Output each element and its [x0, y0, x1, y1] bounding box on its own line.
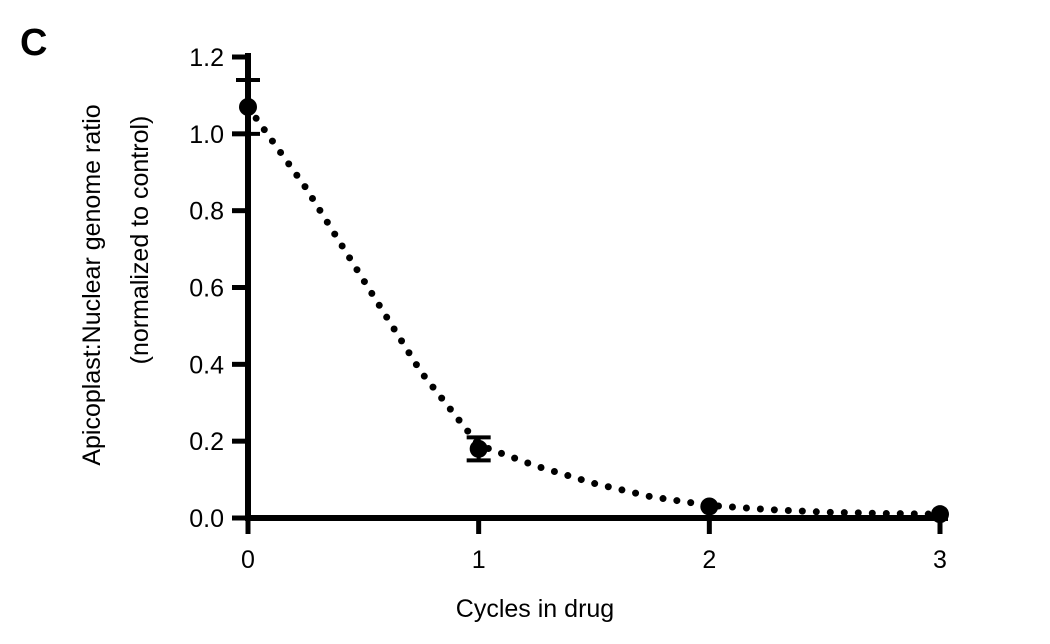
- data-point: [931, 505, 949, 524]
- series-line: [244, 103, 944, 518]
- plot-area: 0.0 0.2 0.4 0.6 0.8 1.0 1.2 0 1 2 3: [189, 44, 949, 574]
- x-tick-label: 0: [241, 546, 255, 574]
- y-tick-label: 0.0: [189, 505, 224, 533]
- y-axis-title-line-2: (normalized to control): [126, 116, 154, 365]
- x-tick-label: 2: [702, 546, 716, 574]
- y-tick-label: 0.2: [189, 428, 224, 456]
- y-tick-label: 0.8: [189, 198, 224, 226]
- data-point: [239, 97, 257, 116]
- data-point: [700, 497, 719, 516]
- panel-label: C: [20, 22, 47, 64]
- x-tick-label: 1: [472, 546, 486, 574]
- y-axis-title: Apicoplast:Nuclear genome ratio (normali…: [78, 104, 154, 465]
- x-axis-title: Cycles in drug: [456, 595, 614, 623]
- y-tick-label: 0.4: [189, 351, 224, 379]
- y-tick-label: 1.0: [189, 121, 224, 149]
- x-tick-label: 3: [933, 546, 947, 574]
- y-tick-label: 1.2: [189, 44, 224, 72]
- y-axis-title-line-1: Apicoplast:Nuclear genome ratio: [78, 104, 106, 465]
- data-point: [469, 439, 488, 458]
- y-tick-label: 0.6: [189, 275, 224, 303]
